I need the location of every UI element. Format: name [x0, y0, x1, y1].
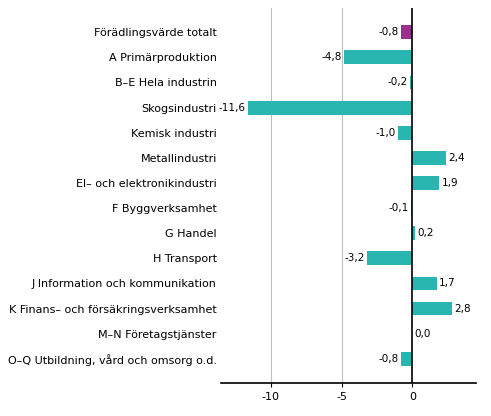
Text: 0,2: 0,2 — [417, 228, 434, 238]
Bar — [412, 277, 436, 290]
Text: -0,2: -0,2 — [387, 77, 408, 87]
Text: 1,7: 1,7 — [438, 278, 455, 288]
Text: -4,8: -4,8 — [322, 52, 342, 62]
Bar — [412, 226, 415, 240]
Bar — [367, 251, 412, 265]
Bar — [401, 25, 412, 39]
Bar — [412, 151, 446, 165]
Bar — [412, 302, 452, 315]
Text: -11,6: -11,6 — [219, 103, 246, 113]
Bar — [411, 201, 412, 215]
Bar — [248, 101, 412, 114]
Text: -0,8: -0,8 — [379, 354, 399, 364]
Bar — [409, 76, 412, 89]
Text: 2,8: 2,8 — [454, 304, 471, 314]
Bar — [398, 126, 412, 140]
Text: -3,2: -3,2 — [345, 253, 365, 263]
Text: -0,8: -0,8 — [379, 27, 399, 37]
Text: 1,9: 1,9 — [441, 178, 458, 188]
Bar — [412, 176, 439, 190]
Text: 0,0: 0,0 — [414, 329, 431, 339]
Bar — [401, 352, 412, 366]
Text: -0,1: -0,1 — [389, 203, 409, 213]
Text: -1,0: -1,0 — [376, 128, 396, 138]
Bar — [344, 50, 412, 64]
Text: 2,4: 2,4 — [449, 153, 465, 163]
